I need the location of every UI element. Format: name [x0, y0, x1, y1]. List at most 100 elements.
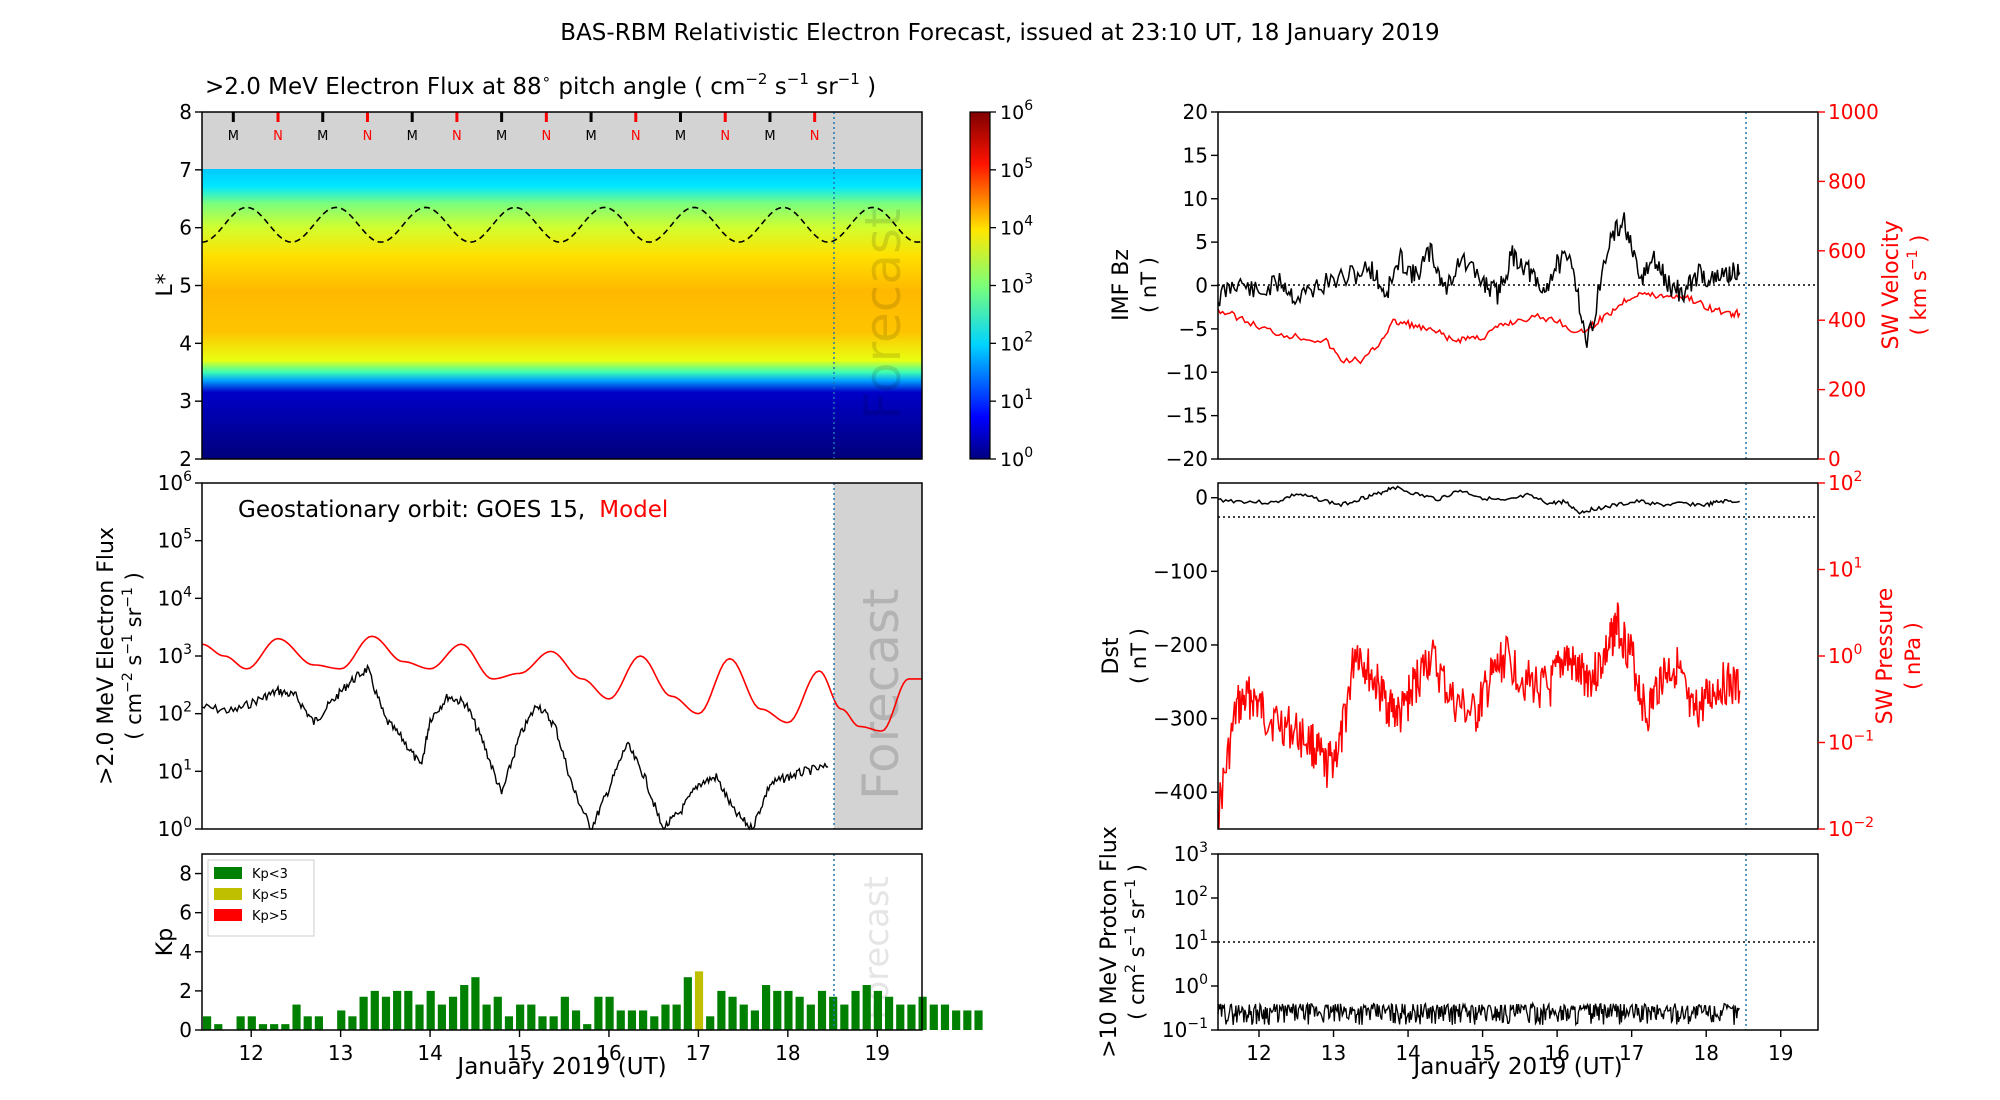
y-tick-label: 105	[158, 527, 192, 553]
mlt-marker-label: N	[631, 129, 641, 144]
kp-legend-swatch-mid	[214, 888, 242, 900]
kp-bar	[762, 985, 771, 1030]
kp-bar	[851, 990, 860, 1030]
y-tick-label: 0	[1195, 486, 1208, 510]
kp-bar	[471, 977, 480, 1030]
y-tick-label: 0	[1195, 274, 1208, 298]
y-tick-label: 4	[179, 940, 192, 964]
kp-bar	[214, 1024, 223, 1030]
y-tick-label: 10−1	[1162, 1016, 1208, 1042]
mlt-marker-label: M	[585, 129, 596, 144]
y-tick-label: 6	[179, 901, 192, 925]
y-tick-label: 106	[158, 469, 192, 495]
kp-bar	[750, 1010, 760, 1030]
lstar-heatmap	[202, 169, 922, 459]
y-tick-label: 10−1	[1828, 729, 1874, 755]
kp-bar	[639, 1010, 648, 1030]
dst-frame	[1217, 482, 1819, 830]
mlt-marker-label: M	[764, 129, 775, 144]
y-tick-label: 10	[1183, 187, 1208, 211]
kp-bar	[370, 990, 379, 1030]
figure-title: BAS-RBM Relativistic Electron Forecast, …	[560, 20, 1439, 46]
y-tick-label: 1000	[1828, 100, 1879, 124]
proton-flux-line	[1217, 1001, 1740, 1027]
colorbar-ticks: 100 101 102 103 104 105 106	[990, 98, 1033, 471]
y-tick-label: 5	[179, 274, 192, 298]
kp-bar	[482, 1004, 491, 1030]
imf-ylabel-units: ( nT )	[1137, 257, 1161, 313]
kp-bar	[281, 1024, 290, 1030]
y-tick-label: 103	[1174, 840, 1208, 866]
y-tick-label: 102	[158, 700, 192, 726]
kp-bar	[337, 1010, 346, 1030]
x-tick-label: 12	[238, 1041, 263, 1065]
y-tick-label: 8	[179, 100, 192, 124]
kp-bar	[907, 1004, 916, 1030]
y-tick-label: 100	[1828, 642, 1862, 668]
y-tick-label: 4	[179, 331, 192, 355]
kp-bar	[236, 1016, 245, 1030]
kp-bar	[728, 996, 737, 1030]
colorbar-tick-label: 105	[1000, 156, 1033, 182]
kp-bar	[203, 1016, 212, 1030]
y-tick-label: 100	[158, 815, 192, 841]
kp-legend-swatch-low	[214, 867, 242, 879]
kp-bar	[381, 996, 391, 1030]
mlt-marker-label: N	[452, 129, 462, 144]
kp-bar	[717, 990, 726, 1030]
y-tick-label: 15	[1183, 143, 1208, 167]
imf-y2label-units: ( km s−1 )	[1905, 235, 1931, 336]
geo-ylabel-units: ( cm−2 s−1 sr−1 )	[120, 572, 146, 740]
kp-bar	[270, 1024, 279, 1030]
y-tick-label: 8	[179, 862, 192, 886]
x-tick-label: 16	[1544, 1041, 1569, 1065]
dst-ylabel-units: ( nT )	[1127, 628, 1151, 684]
y-tick-label: −400	[1153, 780, 1208, 804]
proton-x-axis: 12 13 14 15 16 17 18 19	[1246, 1030, 1793, 1065]
x-tick-label: 13	[328, 1041, 353, 1065]
proton-ylabel-units: ( cm2 s−1 sr−1 )	[1123, 864, 1149, 1020]
y-tick-label: 10−2	[1828, 815, 1874, 841]
x-tick-label: 15	[1470, 1041, 1495, 1065]
kp-bar	[784, 990, 793, 1030]
y-tick-label: 104	[158, 584, 192, 610]
mlt-marker-label: M	[496, 129, 507, 144]
kp-bar	[258, 1024, 268, 1030]
kp-bar	[493, 996, 502, 1030]
kp-bar	[314, 1016, 323, 1030]
mlt-marker-label: N	[273, 129, 283, 144]
kp-bar	[952, 1010, 961, 1030]
kp-bar	[516, 1004, 525, 1030]
x-tick-label: 14	[417, 1041, 442, 1065]
lstar-forecast-label: Forecast	[854, 208, 912, 420]
kp-bar	[963, 1010, 972, 1030]
kp-bar	[460, 985, 469, 1030]
x-tick-label: 12	[1246, 1041, 1271, 1065]
y-tick-label: 2	[179, 979, 192, 1003]
dst-y-axis: −400 −300 −200 −100 0	[1153, 486, 1218, 804]
kp-bar	[527, 1004, 536, 1030]
colorbar-tick-label: 102	[1000, 329, 1033, 355]
kp-legend-low: Kp<3	[252, 867, 288, 882]
kp-bar	[773, 990, 782, 1030]
proton-ylabel: >10 MeV Proton Flux	[1097, 826, 1122, 1058]
y-tick-label: 400	[1828, 308, 1866, 332]
colorbar-tick-label: 100	[1000, 445, 1033, 471]
kp-bar	[348, 1016, 357, 1030]
y-tick-label: 600	[1828, 239, 1866, 263]
kp-bar	[873, 990, 882, 1030]
kp-bar	[806, 1004, 815, 1030]
dst-y2label: SW Pressure	[1873, 588, 1898, 725]
kp-bar	[817, 990, 827, 1030]
kp-bar	[929, 1004, 938, 1030]
kp-bar	[303, 1016, 312, 1030]
kp-bar	[884, 996, 894, 1030]
geo-goes15-line	[201, 663, 829, 831]
y-tick-label: 2	[179, 447, 192, 471]
kp-bar	[661, 1004, 670, 1030]
kp-bar	[627, 1010, 637, 1030]
